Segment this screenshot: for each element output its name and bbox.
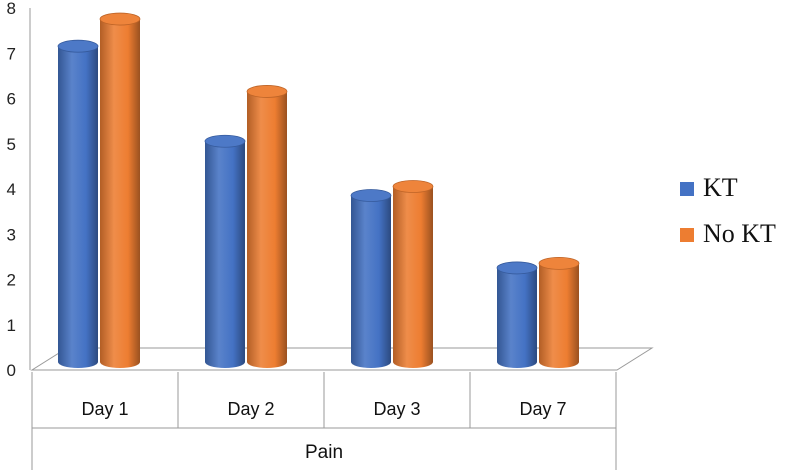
- x-category-label: Day 7: [519, 399, 566, 419]
- x-category-label: Day 1: [81, 399, 128, 419]
- legend-item: KT: [680, 173, 738, 202]
- legend: KT No KT: [680, 173, 776, 248]
- bar-no-kt: [99, 12, 141, 369]
- bar-no-kt: [392, 180, 434, 368]
- legend-item: No KT: [680, 219, 776, 248]
- legend-swatch: [680, 182, 694, 196]
- legend-swatch: [680, 228, 694, 242]
- y-tick-label: 5: [7, 135, 16, 154]
- bars: [57, 12, 580, 369]
- bar-kt: [350, 189, 392, 368]
- legend-label: No KT: [703, 219, 776, 248]
- bar-kt: [204, 134, 246, 368]
- bar-no-kt: [538, 256, 580, 368]
- x-axis-title: Pain: [305, 442, 343, 463]
- y-tick-label: 4: [7, 180, 16, 199]
- x-category-label: Day 3: [373, 399, 420, 419]
- bar-kt: [496, 261, 538, 368]
- y-tick-label: 3: [7, 225, 16, 244]
- x-category-label: Day 2: [227, 399, 274, 419]
- y-tick-label: 8: [7, 0, 16, 18]
- y-tick-label: 6: [7, 90, 16, 109]
- y-axis: 0 1 2 3 4 5 6 7 8: [7, 0, 31, 380]
- y-tick-label: 7: [7, 44, 16, 63]
- x-axis: Day 1 Day 2 Day 3 Day 7 Pain: [31, 372, 617, 470]
- y-tick-label: 2: [7, 271, 16, 290]
- legend-label: KT: [703, 173, 738, 202]
- bar-kt: [57, 39, 99, 368]
- bar-no-kt: [246, 85, 288, 368]
- y-tick-label: 0: [7, 361, 16, 380]
- y-tick-label: 1: [7, 316, 16, 335]
